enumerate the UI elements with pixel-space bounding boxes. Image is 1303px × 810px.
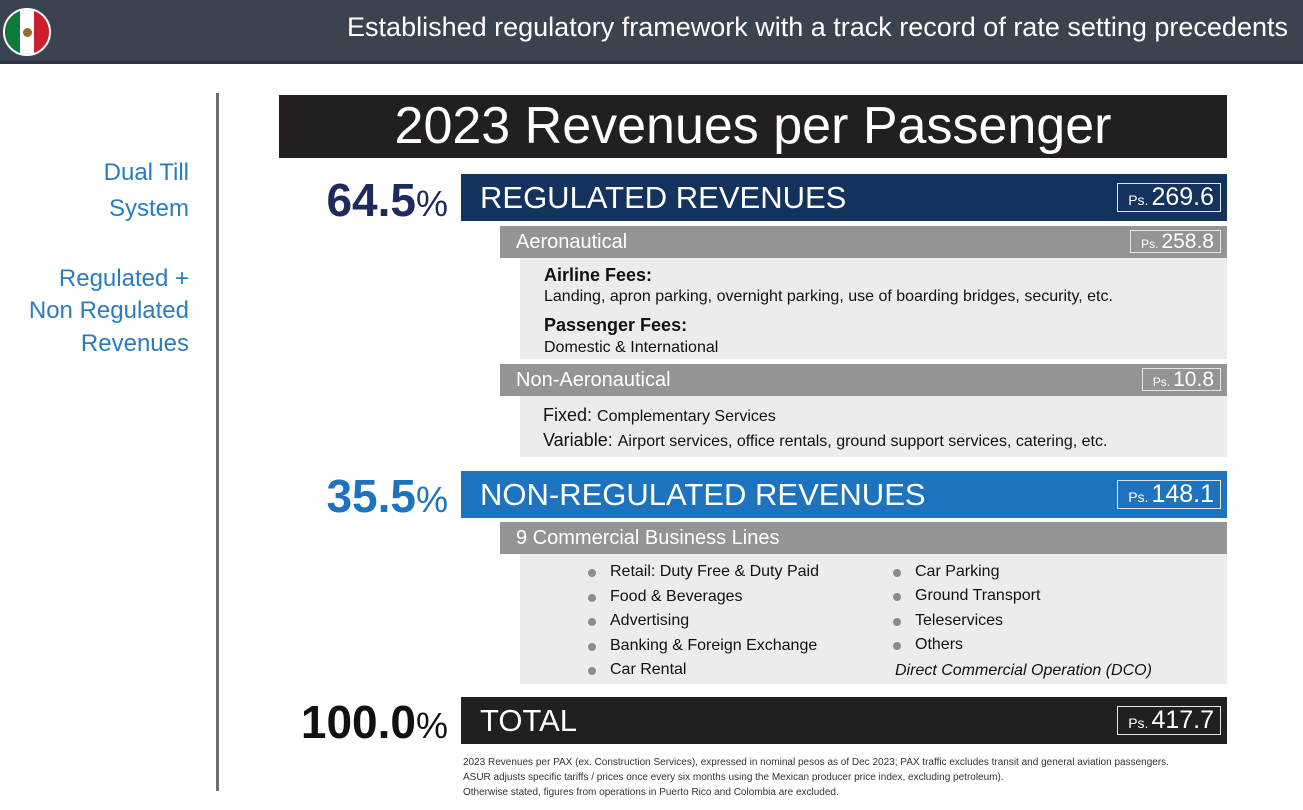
variable-line: Variable: Airport services, office renta… (543, 430, 1107, 451)
list-item: Teleservices (893, 612, 1003, 630)
airline-fees-text: Landing, apron parking, overnight parkin… (544, 288, 1113, 305)
passenger-fees-text: Domestic & International (544, 339, 719, 356)
total-label: TOTAL (480, 703, 578, 738)
footnote-line: Otherwise stated, figures from operation… (463, 787, 839, 798)
aeronautical-amount-box: Ps. 258.8 (1130, 230, 1221, 253)
sidebar-non-regulated: Non Regulated (28, 297, 189, 324)
list-item: Retail: Duty Free & Duty Paid (588, 563, 819, 581)
list-item: Others (893, 636, 963, 654)
total-amount: 417.7 (1151, 706, 1214, 734)
non-aeronautical-currency: Ps. (1152, 375, 1171, 389)
passenger-fees-title: Passenger Fees: (544, 315, 688, 335)
total-pct-sign: % (415, 705, 448, 746)
non-regulated-revenues-band: NON-REGULATED REVENUES Ps. 148.1 (461, 471, 1227, 518)
variable-label: Variable: (543, 430, 613, 450)
non-aeronautical-panel (520, 396, 1227, 457)
variable-text: Airport services, office rentals, ground… (617, 433, 1108, 450)
regulated-revenues-band: REGULATED REVENUES Ps. 269.6 (461, 174, 1227, 221)
non-regulated-pct-value: 35.5 (326, 470, 416, 522)
sidebar-dual-till: Dual Till (103, 159, 189, 186)
commercial-lines-panel (520, 554, 1227, 684)
regulated-amount-box: Ps. 269.6 (1117, 183, 1221, 212)
non-aeronautical-band: Non-Aeronautical Ps. 10.8 (500, 364, 1227, 396)
non-regulated-amount: 148.1 (1151, 480, 1214, 508)
fixed-text: Complementary Services (597, 408, 776, 425)
sidebar-system: System (108, 195, 189, 222)
non-aeronautical-amount-box: Ps. 10.8 (1141, 368, 1221, 391)
commercial-lines-label: 9 Commercial Business Lines (516, 527, 780, 549)
aeronautical-currency: Ps. (1141, 237, 1159, 251)
regulated-pct-value: 64.5 (326, 174, 416, 226)
total-percentage: 100.0% (301, 699, 448, 745)
list-item: Car Rental (588, 661, 686, 679)
footnotes: 2023 Revenues per PAX (ex. Construction … (463, 755, 1169, 800)
fixed-line: Fixed: Complementary Services (543, 405, 776, 426)
total-currency: Ps. (1128, 715, 1149, 731)
main-title: 2023 Revenues per Passenger (279, 95, 1227, 158)
regulated-percentage: 64.5% (326, 177, 448, 223)
fixed-label: Fixed: (543, 405, 593, 425)
non-aeronautical-label: Non-Aeronautical (516, 369, 671, 391)
non-regulated-percentage: 35.5% (326, 473, 448, 519)
commercial-lines-band: 9 Commercial Business Lines (500, 522, 1227, 554)
dco-note: Direct Commercial Operation (DCO) (895, 662, 1152, 679)
list-item: Banking & Foreign Exchange (588, 637, 817, 655)
aeronautical-label: Aeronautical (516, 231, 628, 253)
regulated-pct-sign: % (415, 183, 448, 224)
non-aeronautical-amount: 10.8 (1173, 368, 1214, 391)
non-regulated-currency: Ps. (1128, 489, 1149, 505)
airline-fees-title: Airline Fees: (544, 265, 653, 285)
footnote-line: 2023 Revenues per PAX (ex. Construction … (463, 757, 1169, 768)
list-item: Food & Beverages (588, 588, 743, 606)
aeronautical-band: Aeronautical Ps. 258.8 (500, 226, 1227, 258)
non-regulated-pct-sign: % (415, 479, 448, 520)
total-amount-box: Ps. 417.7 (1117, 706, 1221, 735)
footnote-line: ASUR adjusts specific tariffs / prices o… (463, 772, 1004, 783)
total-pct-value: 100.0 (300, 696, 416, 748)
list-item: Car Parking (893, 563, 999, 581)
header-title: Established regulatory framework with a … (347, 12, 1288, 42)
vertical-divider (216, 93, 219, 791)
aeronautical-amount: 258.8 (1161, 230, 1214, 253)
regulated-amount: 269.6 (1151, 183, 1214, 211)
list-item: Advertising (588, 612, 689, 630)
non-regulated-label: NON-REGULATED REVENUES (480, 477, 926, 512)
regulated-label: REGULATED REVENUES (480, 180, 847, 215)
mexico-flag-icon (3, 8, 51, 56)
sidebar-regulated: Regulated + (58, 265, 189, 292)
aeronautical-panel (520, 258, 1227, 359)
total-band: TOTAL Ps. 417.7 (461, 697, 1227, 744)
non-regulated-amount-box: Ps. 148.1 (1117, 480, 1221, 509)
list-item: Ground Transport (893, 587, 1040, 605)
regulated-currency: Ps. (1128, 192, 1149, 208)
header-bar: Established regulatory framework with a … (0, 0, 1303, 64)
sidebar-revenues: Revenues (80, 330, 189, 357)
